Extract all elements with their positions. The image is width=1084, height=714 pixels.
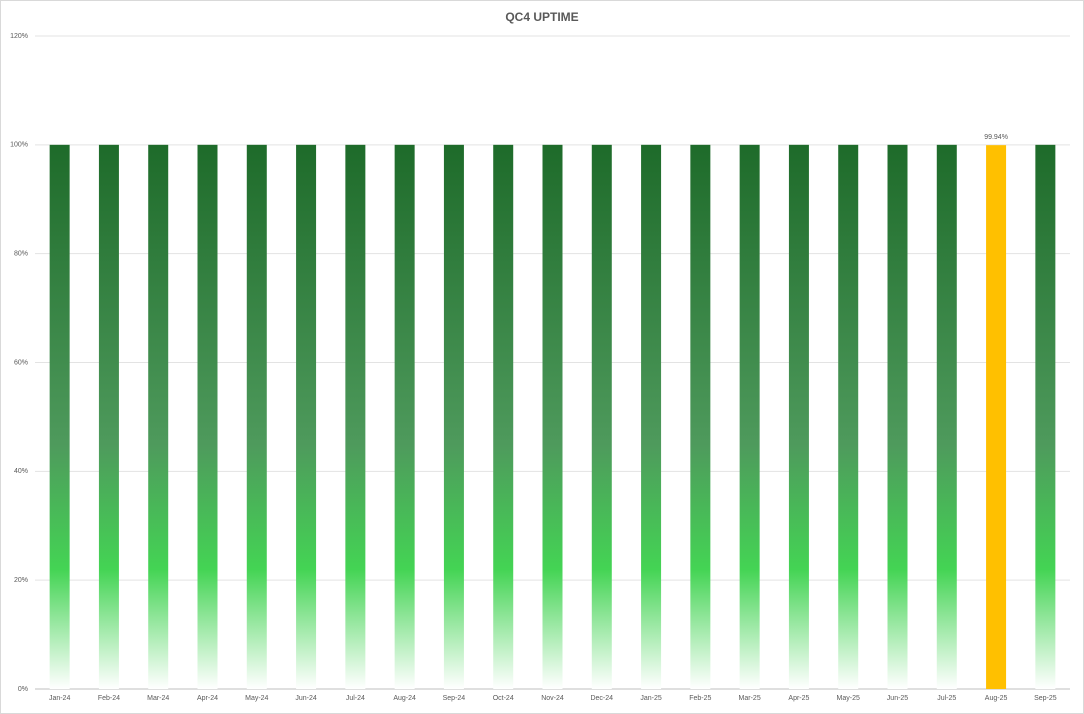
x-tick-label: Jun-25 bbox=[887, 695, 909, 702]
y-tick-label: 40% bbox=[14, 468, 28, 475]
bar bbox=[394, 144, 415, 690]
y-tick-label: 0% bbox=[18, 686, 28, 693]
x-tick-label: Jul-24 bbox=[346, 695, 365, 702]
bar bbox=[345, 144, 366, 690]
bar bbox=[1035, 144, 1056, 690]
y-tick-label: 100% bbox=[10, 142, 28, 149]
bar bbox=[788, 144, 809, 690]
bar bbox=[591, 144, 612, 690]
bar bbox=[887, 144, 908, 690]
x-tick-label: Jul-25 bbox=[937, 695, 956, 702]
bar bbox=[542, 144, 563, 690]
bar bbox=[148, 144, 169, 690]
bar bbox=[936, 144, 957, 690]
bar bbox=[838, 144, 859, 690]
x-tick-label: Aug-25 bbox=[985, 695, 1008, 702]
bar bbox=[197, 144, 218, 690]
bar bbox=[296, 144, 317, 690]
x-tick-label: Feb-24 bbox=[98, 695, 120, 702]
bar bbox=[246, 144, 267, 690]
bar bbox=[443, 144, 464, 690]
x-tick-label: Nov-24 bbox=[541, 695, 564, 702]
x-tick-label: Jun-24 bbox=[295, 695, 317, 702]
bar bbox=[49, 144, 70, 690]
bar bbox=[986, 145, 1007, 689]
x-tick-label: Mar-25 bbox=[739, 695, 761, 702]
x-tick-label: Oct-24 bbox=[493, 695, 514, 702]
y-tick-label: 20% bbox=[14, 577, 28, 584]
y-tick-label: 60% bbox=[14, 359, 28, 366]
x-tick-label: Jan-25 bbox=[640, 695, 662, 702]
bar bbox=[739, 144, 760, 690]
x-tick-label: Apr-24 bbox=[197, 695, 218, 702]
x-tick-label: Sep-25 bbox=[1034, 695, 1057, 702]
chart-title: QC4 UPTIME bbox=[505, 10, 578, 24]
x-tick-label: Apr-25 bbox=[788, 695, 809, 702]
bar bbox=[98, 144, 119, 690]
x-tick-label: Feb-25 bbox=[689, 695, 711, 702]
bar bbox=[690, 144, 711, 690]
bar bbox=[493, 144, 514, 690]
x-tick-label: Dec-24 bbox=[590, 695, 613, 702]
x-tick-label: Sep-24 bbox=[443, 695, 466, 702]
x-tick-label: Aug-24 bbox=[393, 695, 416, 702]
data-label: 99.94% bbox=[984, 134, 1008, 141]
x-tick-label: Jan-24 bbox=[49, 695, 71, 702]
bar bbox=[641, 144, 662, 690]
y-tick-label: 80% bbox=[14, 251, 28, 258]
x-tick-label: May-25 bbox=[837, 695, 860, 702]
y-tick-label: 120% bbox=[10, 33, 28, 40]
x-tick-label: May-24 bbox=[245, 695, 268, 702]
x-tick-label: Mar-24 bbox=[147, 695, 169, 702]
